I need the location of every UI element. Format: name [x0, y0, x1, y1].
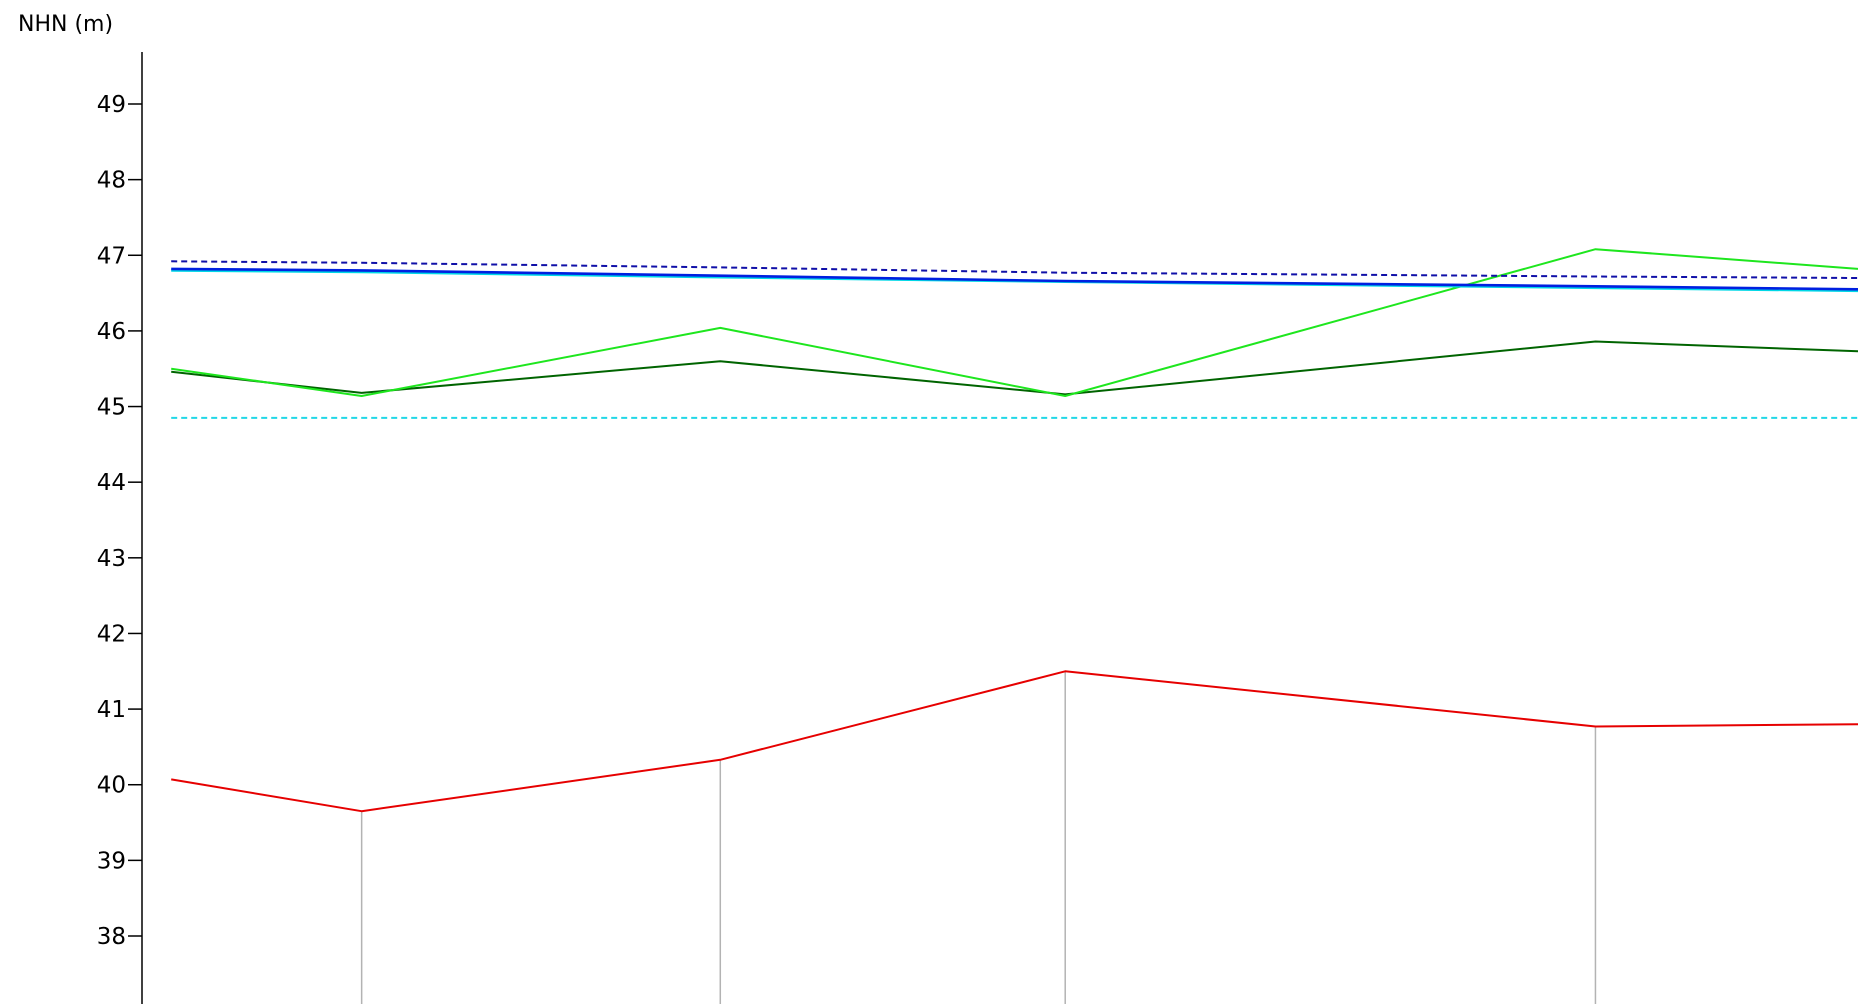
series-line-lightgreen [171, 248, 1858, 397]
y-tick-label: 42 [97, 621, 126, 647]
y-tick-label: 45 [97, 395, 126, 421]
series-line-blue [171, 267, 1858, 291]
y-tick-label: 48 [97, 168, 126, 194]
y-tick-label: 44 [97, 470, 126, 496]
y-tick-label: 38 [97, 924, 126, 950]
series-lines [171, 248, 1858, 813]
series-line-red [171, 670, 1858, 813]
y-tick-label: 40 [97, 773, 126, 799]
y-axis-ticks: 38 39 40 41 42 43 44 45 46 47 48 49 [97, 92, 142, 950]
y-tick-label: 46 [97, 319, 126, 345]
y-axis-title: NHN (m) [18, 12, 113, 37]
station-lines [360, 671, 1597, 1004]
y-tick-label: 49 [97, 92, 126, 118]
y-tick-label: 39 [97, 848, 126, 874]
y-tick-label: 43 [97, 546, 126, 572]
series-line-darkgreen [171, 340, 1858, 396]
y-tick-label: 41 [97, 697, 126, 723]
series-line-navy-dashed [171, 260, 1858, 279]
y-tick-label: 47 [97, 243, 126, 269]
